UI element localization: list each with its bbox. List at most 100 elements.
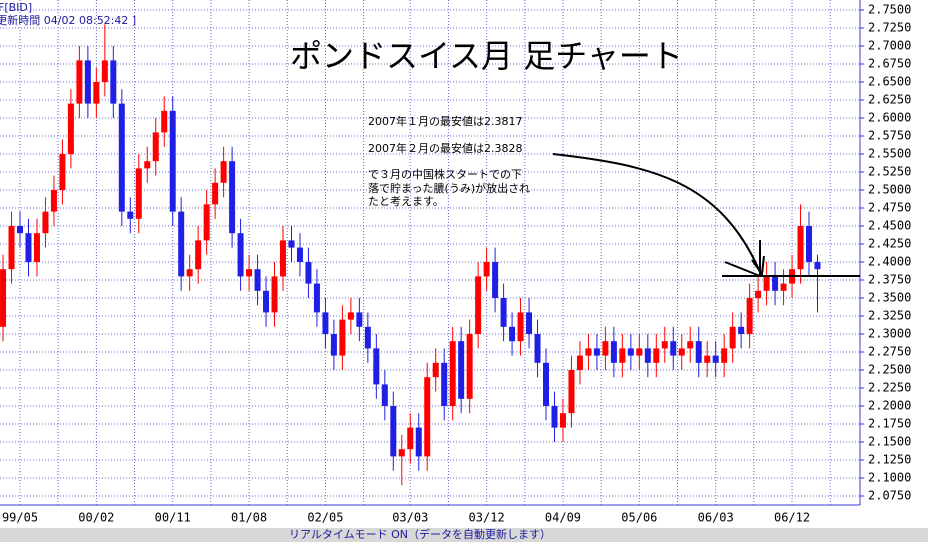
annotation: 2007年１月の最安値は2.3817: [368, 114, 522, 128]
candle-body: [17, 226, 23, 234]
y-tick-label: 2.3250: [868, 309, 911, 323]
candle-body: [127, 211, 134, 219]
y-tick-label: 2.5750: [868, 129, 911, 143]
candle-body: [76, 60, 83, 104]
y-tick-label: 2.5500: [868, 147, 911, 161]
candle-body: [551, 406, 558, 428]
candle-body: [398, 449, 405, 457]
y-tick-label: 2.6500: [868, 75, 911, 89]
candle-body: [237, 233, 244, 277]
candle-body: [602, 341, 609, 356]
x-tick-label: 00/02: [78, 511, 114, 525]
y-tick-label: 2.1750: [868, 417, 911, 431]
candle-body: [483, 262, 490, 277]
candle-body: [195, 240, 202, 270]
candle-body: [644, 348, 651, 363]
candle-body: [661, 341, 668, 349]
y-tick-label: 2.6000: [868, 111, 911, 125]
x-tick-label: 03/12: [469, 511, 505, 525]
candle-body: [695, 341, 702, 363]
candle-body: [381, 384, 388, 406]
x-tick-label: 05/06: [621, 511, 657, 525]
candle-body: [246, 269, 253, 277]
candle-body: [161, 110, 168, 133]
candle-body: [746, 298, 753, 334]
y-tick-label: 2.3500: [868, 291, 911, 305]
candle-body: [780, 283, 787, 291]
y-tick-label: 2.2500: [868, 363, 911, 377]
candle-body: [67, 103, 74, 154]
x-tick-label: 03/03: [392, 511, 428, 525]
candle-body: [347, 312, 354, 320]
y-tick-label: 2.1250: [868, 453, 911, 467]
candle-body: [517, 312, 524, 342]
candle-body: [169, 110, 176, 212]
candle-body: [704, 355, 711, 363]
candle-body: [636, 348, 643, 356]
candle-body: [271, 276, 278, 313]
candle-body: [424, 377, 431, 457]
candle-body: [610, 341, 617, 363]
y-tick-label: 2.7250: [868, 21, 911, 35]
candle-body: [407, 427, 414, 450]
annotation: 2007年２月の最安値は2.3828: [368, 141, 522, 155]
candle-body: [593, 348, 600, 356]
candle-body: [322, 312, 329, 334]
candle-body: [330, 334, 337, 356]
candle-body: [492, 262, 499, 298]
y-tick-label: 2.4500: [868, 219, 911, 233]
candle-body: [135, 168, 142, 219]
candle-body: [8, 226, 15, 270]
candle-body: [627, 348, 634, 356]
y-tick-label: 2.5250: [868, 165, 911, 179]
x-tick-label: 02/05: [307, 511, 343, 525]
header-symbol: F[BID]: [0, 1, 32, 14]
candle-body: [33, 233, 40, 262]
annotation: たと考えます。: [368, 195, 444, 208]
candle-body: [110, 60, 117, 104]
candle-body: [305, 262, 312, 284]
candle-body: [763, 276, 770, 291]
y-tick-label: 2.5000: [868, 183, 911, 197]
candle-body: [466, 334, 473, 399]
candle-body: [0, 269, 7, 327]
candle-body: [449, 341, 456, 406]
candle-body: [755, 290, 762, 298]
y-tick-label: 2.1500: [868, 435, 911, 449]
candle-body: [152, 132, 159, 162]
candle-body: [84, 60, 91, 104]
candle-body: [814, 262, 821, 270]
candle-body: [543, 362, 550, 406]
y-tick-label: 2.6750: [868, 57, 911, 71]
y-tick-label: 2.7500: [868, 3, 911, 17]
candle-body: [229, 161, 236, 234]
candle-body: [186, 269, 193, 277]
candle-body: [729, 326, 736, 349]
candle-body: [263, 290, 270, 313]
candle-body: [296, 247, 303, 262]
y-tick-label: 2.3000: [868, 327, 911, 341]
candle-body: [475, 276, 482, 334]
candle-body: [101, 60, 108, 82]
candle-body: [458, 341, 465, 399]
y-tick-label: 2.4000: [868, 255, 911, 269]
x-tick-label: 01/08: [231, 511, 267, 525]
candle-body: [220, 161, 227, 183]
candle-body: [356, 312, 363, 327]
candle-body: [373, 348, 380, 385]
candle-body: [313, 283, 320, 313]
chart-title: ポンドスイス月 足チャート: [290, 37, 683, 75]
candle-body: [738, 326, 745, 334]
y-tick-label: 2.3750: [868, 273, 911, 287]
x-tick-label: 04/09: [545, 511, 581, 525]
candle-body: [797, 226, 804, 270]
y-tick-label: 2.1000: [868, 471, 911, 485]
candle-body: [178, 211, 185, 277]
y-tick-label: 2.2000: [868, 399, 911, 413]
candle-body: [93, 82, 100, 104]
candle-body: [432, 362, 439, 378]
status-bar: [0, 528, 928, 542]
y-tick-label: 2.2250: [868, 381, 911, 395]
